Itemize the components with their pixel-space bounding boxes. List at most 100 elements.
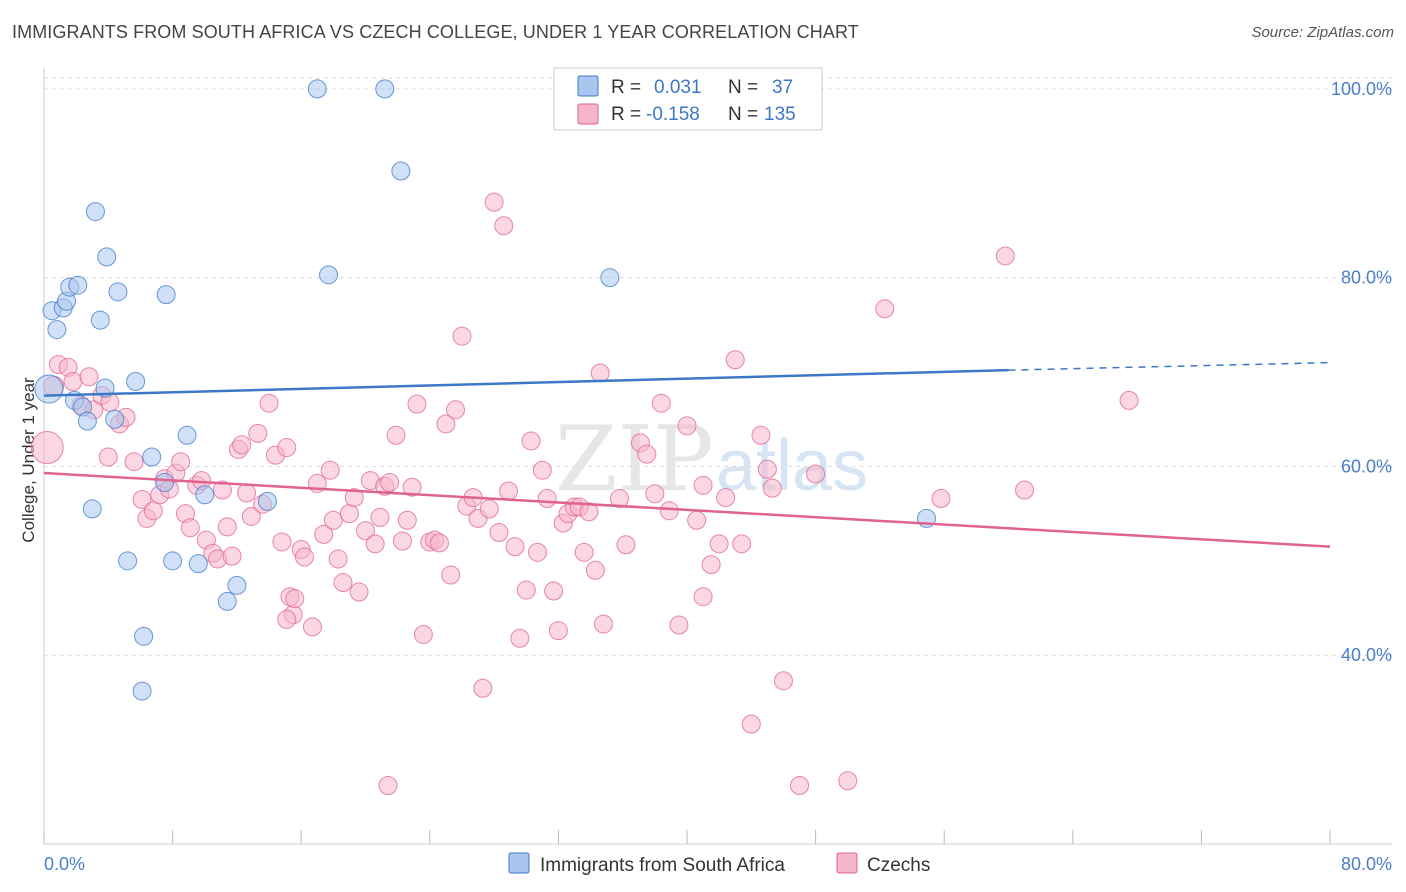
south-africa-point-9 <box>77 411 97 431</box>
legend-r-value-2: -0.158 <box>646 104 700 125</box>
legend-n-value-1: 37 <box>772 77 793 98</box>
czechs-point-99 <box>574 542 594 562</box>
south-africa-point-22 <box>177 425 197 445</box>
czechs-point-88 <box>516 580 536 600</box>
czechs-point-110 <box>659 501 679 521</box>
czechs-point-54 <box>333 573 353 593</box>
czechs-point-13 <box>124 452 144 472</box>
czechs-point-125 <box>790 775 810 795</box>
czechs-point-51 <box>320 460 340 480</box>
czechs-point-118 <box>725 350 745 370</box>
czechs-point-132 <box>378 775 398 795</box>
czechs-point-34 <box>237 483 257 503</box>
south-africa-point-20 <box>156 285 176 305</box>
south-africa-point-13 <box>108 282 128 302</box>
south-africa-point-34 <box>319 265 339 285</box>
czechs-point-108 <box>645 484 665 504</box>
correlation-legend: R = 0.031 N = 37 R = -0.158 N = 135 <box>553 67 823 131</box>
south-africa-point-31 <box>307 79 327 99</box>
czechs-point-107 <box>637 444 657 464</box>
czechs-point-92 <box>537 489 557 509</box>
czechs-point-93 <box>544 581 564 601</box>
czechs-point-82 <box>484 192 504 212</box>
czechs-point-58 <box>356 521 375 541</box>
y-tick-label-80: 80.0% <box>1341 268 1392 288</box>
czechs-point-109 <box>651 393 671 413</box>
south-africa-point-24 <box>195 485 215 505</box>
czechs-point-133 <box>838 771 858 791</box>
czechs-point-50 <box>314 524 334 544</box>
south-africa-point-30 <box>132 681 152 701</box>
czechs-point-116 <box>709 534 729 554</box>
czechs-point-124 <box>773 671 793 691</box>
south-africa-point-25 <box>118 551 138 571</box>
czechs-point-53 <box>328 549 348 569</box>
series-legend: Immigrants from South Africa Czechs <box>508 852 930 876</box>
legend-swatch-pink <box>577 103 599 125</box>
south-africa-point-2 <box>47 320 67 340</box>
czechs-point-63 <box>380 472 400 492</box>
south-africa-point-16 <box>105 409 125 429</box>
south-africa-point-32 <box>375 79 395 99</box>
chart-title: IMMIGRANTS FROM SOUTH AFRICA VS CZECH CO… <box>12 22 859 42</box>
czechs-point-36 <box>248 423 268 443</box>
y-tick-label-40: 40.0% <box>1341 645 1392 665</box>
czechs-point-122 <box>757 459 777 479</box>
czechs-point-35 <box>241 506 261 526</box>
czechs-point-64 <box>386 425 406 445</box>
czechs-point-14 <box>132 489 152 509</box>
czechs-point-130 <box>1015 480 1035 500</box>
czechs-point-68 <box>407 394 427 414</box>
legend-r-label-2: R = <box>611 104 641 125</box>
czechs-point-61 <box>370 507 390 527</box>
south-africa-point-17 <box>126 371 146 391</box>
czechs-point-45 <box>285 589 305 609</box>
series-legend-swatch-czechs <box>836 852 858 874</box>
czechs-point-47 <box>294 547 314 567</box>
czechs-point-23 <box>180 518 200 538</box>
czechs-point-94 <box>548 621 568 641</box>
south-africa-point-14 <box>82 499 102 519</box>
south-africa-point-6 <box>68 275 88 295</box>
south-africa-point-19 <box>155 472 175 492</box>
czechs-point-48 <box>302 617 322 637</box>
czechs-point-91 <box>532 460 552 480</box>
south-africa-point-23 <box>188 554 208 574</box>
trend-lines <box>43 361 1331 548</box>
x-ticks <box>43 830 1331 844</box>
czechs-point-0 <box>30 431 64 465</box>
czechs-point-41 <box>272 532 292 552</box>
czechs-point-21 <box>171 452 191 472</box>
czechs-point-30 <box>217 517 237 537</box>
czechs-point-90 <box>528 542 548 562</box>
chart-source: Source: ZipAtlas.com <box>1251 24 1394 41</box>
series-legend-label-south-africa: Immigrants from South Africa <box>540 855 785 876</box>
czechs-point-131 <box>1119 390 1139 410</box>
czechs-point-69 <box>413 624 433 644</box>
czechs-point-66 <box>397 510 417 530</box>
czechs-point-111 <box>669 615 689 635</box>
czechs-point-33 <box>232 435 252 455</box>
south-africa-point-27 <box>257 491 277 511</box>
y-axis-label: College, Under 1 year <box>19 377 38 543</box>
czechs-series <box>30 192 1139 795</box>
czechs-point-65 <box>392 531 412 551</box>
czechs-point-74 <box>441 565 461 585</box>
czechs-point-103 <box>593 614 613 634</box>
czechs-point-102 <box>590 363 610 383</box>
south-africa-point-15 <box>95 378 115 398</box>
czechs-trend-line <box>43 471 1331 548</box>
south-africa-series <box>34 79 937 701</box>
czechs-point-123 <box>762 478 782 498</box>
czechs-point-104 <box>609 489 629 509</box>
czechs-point-76 <box>452 326 472 346</box>
y-tick-labels: 40.0% 60.0% 80.0% 100.0% <box>1331 79 1392 665</box>
czechs-point-44 <box>277 609 297 629</box>
legend-swatch-blue <box>577 75 599 97</box>
czechs-point-29 <box>212 480 232 500</box>
czechs-point-89 <box>521 431 541 451</box>
czechs-point-113 <box>687 510 707 530</box>
series-legend-swatch-south-africa <box>508 852 530 874</box>
czechs-point-105 <box>616 535 636 555</box>
legend-r-value-1: 0.031 <box>654 77 702 98</box>
